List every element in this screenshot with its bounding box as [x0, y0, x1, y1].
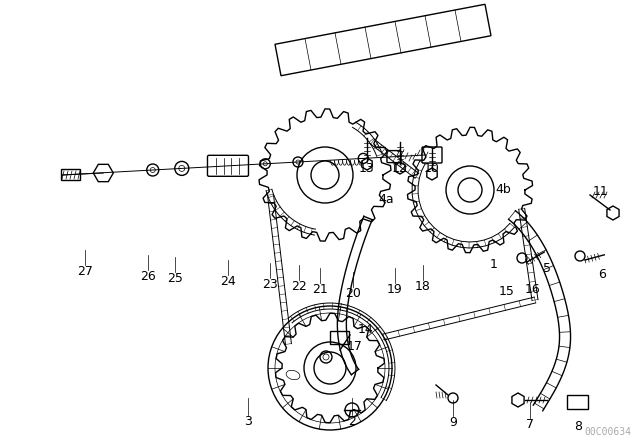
Text: 15: 15	[499, 285, 515, 298]
Text: 22: 22	[291, 280, 307, 293]
Text: 14: 14	[358, 323, 374, 336]
Text: 13: 13	[359, 162, 375, 175]
Text: 5: 5	[543, 262, 551, 275]
Text: 16: 16	[525, 283, 541, 296]
Text: 18: 18	[415, 280, 431, 293]
Text: 9: 9	[449, 416, 457, 429]
Text: 00C00634: 00C00634	[584, 427, 632, 437]
Text: 1: 1	[490, 258, 498, 271]
Text: 6: 6	[598, 268, 606, 281]
Text: 4a: 4a	[378, 193, 394, 206]
Text: 25: 25	[167, 272, 183, 285]
Text: 27: 27	[77, 265, 93, 278]
Text: 7: 7	[526, 418, 534, 431]
Text: 12: 12	[392, 162, 408, 175]
Text: 21: 21	[312, 283, 328, 296]
Text: 2: 2	[348, 415, 356, 428]
Text: 19: 19	[387, 283, 403, 296]
Text: 24: 24	[220, 275, 236, 288]
Text: 4b: 4b	[495, 183, 511, 196]
Text: 17: 17	[347, 340, 363, 353]
Text: 20: 20	[345, 287, 361, 300]
Text: 26: 26	[140, 270, 156, 283]
Text: 8: 8	[574, 420, 582, 433]
Text: 23: 23	[262, 278, 278, 291]
Text: 11: 11	[593, 185, 609, 198]
Text: 10: 10	[424, 162, 440, 175]
Text: 3: 3	[244, 415, 252, 428]
